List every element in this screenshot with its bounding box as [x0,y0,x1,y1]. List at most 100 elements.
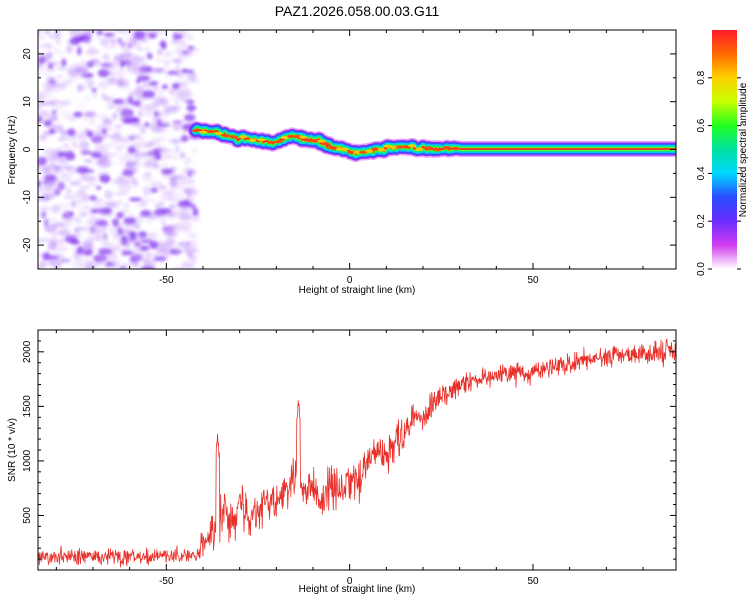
noise-blob [131,56,144,62]
snr-ylabel: SNR (10 * v/v) [7,418,18,482]
noise-blob [70,30,84,37]
noise-blob [56,75,64,79]
noise-blob [51,85,62,93]
noise-blob [94,204,105,212]
noise-blob [77,124,84,128]
y-tick-label: 500 [22,507,33,524]
y-tick-label: 20 [22,48,33,60]
noise-blob [92,91,98,99]
noise-blob [116,138,129,143]
noise-blob [153,86,160,91]
noise-blob [43,217,57,222]
noise-blob [115,105,126,114]
noise-blob [60,171,73,180]
noise-blob [73,227,80,234]
noise-blob [85,111,96,118]
noise-blob [137,47,143,52]
noise-blob [159,195,166,205]
noise-blob [185,191,192,199]
noise-blob [157,48,163,56]
noise-blob [103,171,110,177]
noise-blob [162,190,175,198]
noise-blob [168,183,181,192]
noise-blob [120,235,127,242]
noise-blob [190,216,201,222]
noise-blob [159,211,173,218]
noise-blob [115,145,123,152]
noise-blob [38,68,51,76]
noise-blob [189,170,195,177]
noise-blob [66,128,76,137]
noise-blob [172,94,178,103]
colorbar-tick-label: 0.8 [696,70,707,84]
noise-blob [180,151,186,159]
x-tick-label: 0 [347,275,353,286]
snr-panel: -50 0 50 500 1000 1500 2000 Height of straight… [7,329,677,595]
y-tick-label: -20 [22,237,33,252]
colorbar-tick-label: 0.4 [696,166,707,180]
ridge-hotspot [353,150,361,154]
noise-blob [146,124,157,129]
noise-blob [156,123,171,128]
noise-blob [48,33,62,39]
noise-blob [83,204,91,211]
noise-blob [170,156,182,160]
noise-blob [100,149,109,154]
noise-blob [113,54,125,61]
noise-blob [99,37,110,47]
noise-blob [122,106,133,112]
ridge-hotspot [452,146,460,151]
noise-blob [50,161,55,167]
noise-blob [123,217,137,224]
noise-blob [66,233,75,238]
noise-blob [101,241,111,245]
noise-blob [143,264,156,269]
spectrogram-ylabel: Frequency (Hz) [7,116,18,185]
spectrogram-panel: -50 0 50 -20 -10 0 10 20 Height of straight lin… [7,29,749,296]
noise-blob [170,122,183,130]
noise-blob [180,135,189,142]
noise-blob [147,140,157,146]
noise-blob [130,62,140,71]
noise-blob [69,134,83,139]
noise-blob [161,146,167,153]
noise-blob [114,124,123,130]
noise-blob [123,262,128,267]
noise-blob [123,165,138,175]
spectrogram-ticks: -50 0 50 -20 -10 0 10 20 [22,29,676,286]
noise-blob [127,90,140,98]
noise-blob [66,44,73,54]
noise-blob [102,128,107,134]
noise-blob [161,158,167,163]
noise-blob [168,176,177,182]
noise-blob [175,249,185,254]
noise-blob [91,231,97,234]
noise-blob [47,184,61,194]
noise-blob [100,221,109,230]
colorbar-label: Normalized spectral amplitude [738,82,749,217]
noise-blob [112,98,124,105]
noise-blob [52,222,65,228]
noise-blob [60,100,69,106]
ridge-hotspot [305,139,314,143]
noise-blob [62,143,70,149]
noise-blob [143,30,152,36]
ridge-hotspot [239,135,248,139]
noise-blob [129,231,138,241]
noise-blob [117,244,131,253]
noise-blob [135,95,147,101]
noise-blob [142,260,152,266]
noise-blob [174,101,180,107]
noise-blob [165,237,176,247]
snr-axes-frame [37,329,677,571]
noise-blob [152,137,167,141]
noise-blob [143,46,151,54]
noise-blob [114,223,123,231]
noise-blob [78,186,90,190]
noise-blob [104,126,114,131]
noise-blob [87,237,101,242]
noise-blob [38,103,41,110]
noise-blob [190,253,198,263]
noise-blob [76,67,90,74]
x-tick-label: 0 [347,576,353,587]
